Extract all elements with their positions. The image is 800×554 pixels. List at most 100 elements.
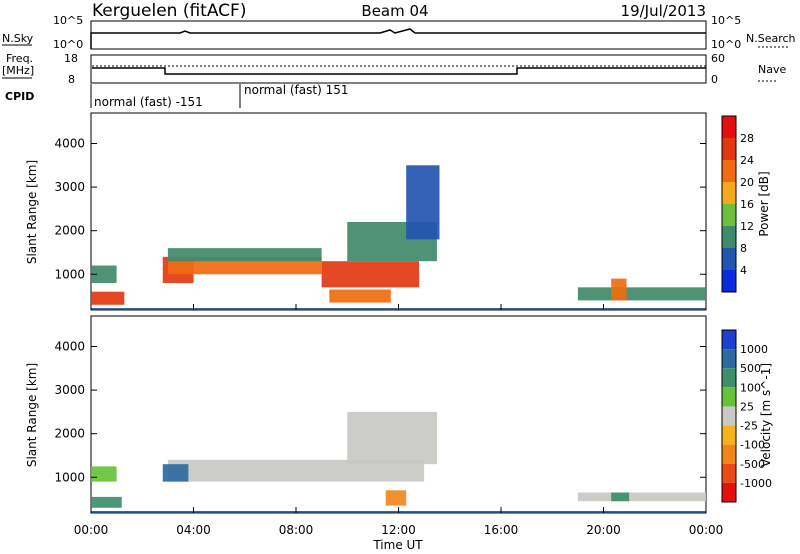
power-y-axis: 1000 2000 3000 4000 [54, 137, 706, 281]
nsky-panel [90, 20, 707, 50]
vel-ytick-label-1: 2000 [54, 427, 85, 441]
power-ytick-label-0: 1000 [54, 267, 85, 281]
power-echo-region-10 [611, 278, 627, 301]
vel-cbar-swatch-0 [722, 330, 736, 350]
power-colorbar: 4 8 12 16 20 24 28 [721, 115, 754, 293]
power-cbar-tick-6: 28 [740, 132, 754, 145]
vel-ytick-label-2: 3000 [54, 383, 85, 397]
vel-cbar-swatch-2 [722, 368, 736, 388]
nsky-tick-bottom: 10^0 [53, 38, 83, 51]
velocity-ylabel: Slant Range [km] [25, 363, 39, 467]
date-title: 19/Jul/2013 [621, 2, 706, 20]
power-data-layer [91, 165, 706, 311]
freq-line [92, 67, 706, 75]
xtick-label-0: 00:00 [74, 523, 109, 537]
freq-tick-bottom: 8 [68, 73, 75, 86]
vel-echo-region-1 [91, 466, 117, 482]
station-title: Kerguelen (fitACF) [92, 1, 246, 21]
power-cbar-tick-2: 12 [740, 220, 754, 233]
vel-echo-region-5 [347, 411, 437, 465]
power-ytick-label-2: 3000 [54, 180, 85, 194]
power-cbar-swatch-6 [722, 138, 736, 160]
freq-tick-top: 18 [64, 52, 78, 65]
vel-cbar-tick-6: -500 [740, 458, 765, 471]
vel-echo-region-4 [385, 490, 407, 506]
power-echo-region-8 [406, 165, 440, 240]
freq-unit: [MHz] [2, 64, 34, 77]
nsearch-label: N.Search [746, 32, 796, 45]
power-echo-region-9 [577, 287, 706, 301]
xtick-label-3: 12:00 [381, 523, 416, 537]
vel-cbar-tick-1: 500 [740, 362, 761, 375]
vel-cbar-swatch-6 [722, 444, 736, 464]
xtick-label-1: 04:00 [176, 523, 211, 537]
velocity-y-axis: 1000 2000 3000 4000 [54, 340, 706, 484]
power-ytick-label-3: 4000 [54, 137, 85, 151]
power-ylabel: Slant Range [km] [25, 160, 39, 264]
power-echo-region-6 [329, 289, 391, 303]
vel-cbar-swatch-4 [722, 406, 736, 426]
time-axis: 00:00 04:00 08:00 12:00 16:00 20:00 00:00 [74, 304, 724, 537]
vel-cbar-tick-3: 25 [740, 400, 754, 413]
power-cbar-swatch-4 [722, 182, 736, 204]
power-cbar-frame [721, 115, 737, 293]
vel-cbar-frame [721, 329, 737, 503]
xtick-label-2: 08:00 [279, 523, 314, 537]
power-cbar-swatch-0 [722, 270, 736, 292]
velocity-panel: 1000 2000 3000 4000 Slant Range [km] 1000 50… [25, 315, 773, 514]
xtick-label-5: 20:00 [586, 523, 621, 537]
xtick-label-6: 00:00 [689, 523, 724, 537]
power-ytick-label-1: 2000 [54, 224, 85, 238]
vel-cbar-swatch-1 [722, 349, 736, 369]
velocity-data-layer [91, 411, 706, 514]
vel-cbar-swatch-8 [722, 482, 736, 502]
power-echo-region-1 [91, 265, 117, 283]
vel-cbar-swatch-7 [722, 463, 736, 483]
cpid-segment-2: normal (fast) 151 [244, 83, 348, 97]
xtick-label-4: 16:00 [484, 523, 519, 537]
nsky-tick-top: 10^5 [53, 14, 83, 27]
vel-cbar-swatch-3 [722, 387, 736, 407]
cpid-label: CPID [5, 90, 34, 103]
vel-cbar-tick-2: 100 [740, 381, 761, 394]
nsearch-tick-top: 10^5 [711, 14, 741, 27]
nsky-label: N.Sky [2, 32, 34, 45]
vel-echo-region-6 [577, 492, 706, 502]
vel-cbar-tick-0: 1000 [740, 343, 768, 356]
freq-label: Freq. [6, 52, 33, 65]
power-echo-region-4 [167, 248, 322, 262]
power-cbar-swatch-1 [722, 248, 736, 270]
vel-echo-region-0 [91, 496, 122, 508]
power-cbar-tick-4: 20 [740, 176, 754, 189]
power-cbar-label: Power [dB] [757, 171, 771, 236]
power-cbar-swatch-5 [722, 160, 736, 182]
power-cbar-swatch-7 [722, 116, 736, 138]
vel-cbar-swatch-5 [722, 425, 736, 445]
nave-label: Nave [758, 63, 786, 76]
power-echo-region-5 [321, 261, 419, 288]
x-axis-title: Time UT [372, 538, 423, 552]
velocity-colorbar: 1000 500 100 25 -25 -100 -500 -1000 [721, 329, 772, 503]
velocity-cbar-label: Velocity [m s^-1] [759, 363, 773, 467]
power-cbar-tick-3: 16 [740, 198, 754, 211]
power-echo-region-0 [91, 291, 125, 305]
vel-cbar-tick-4: -25 [740, 420, 758, 433]
cpid-segment-1: normal (fast) -151 [94, 95, 203, 109]
vel-cbar-tick-5: -100 [740, 439, 765, 452]
vel-cbar-tick-7: -1000 [740, 477, 772, 490]
power-cbar-tick-5: 24 [740, 154, 754, 167]
beam-title: Beam 04 [361, 2, 428, 20]
power-cbar-tick-0: 4 [740, 264, 747, 277]
vel-echo-region-3 [162, 464, 189, 482]
vel-echo-region-2 [167, 459, 425, 482]
power-cbar-swatch-2 [722, 226, 736, 248]
nave-tick-top: 60 [711, 52, 725, 65]
vel-ytick-label-0: 1000 [54, 470, 85, 484]
power-cbar-swatch-3 [722, 204, 736, 226]
freq-panel [90, 54, 707, 84]
nsky-line [90, 28, 706, 49]
nsearch-tick-bottom: 10^0 [711, 38, 741, 51]
power-panel: 1000 2000 3000 4000 Slant Range [km] 4 8 12 16… [25, 112, 771, 311]
vel-ytick-label-3: 4000 [54, 340, 85, 354]
